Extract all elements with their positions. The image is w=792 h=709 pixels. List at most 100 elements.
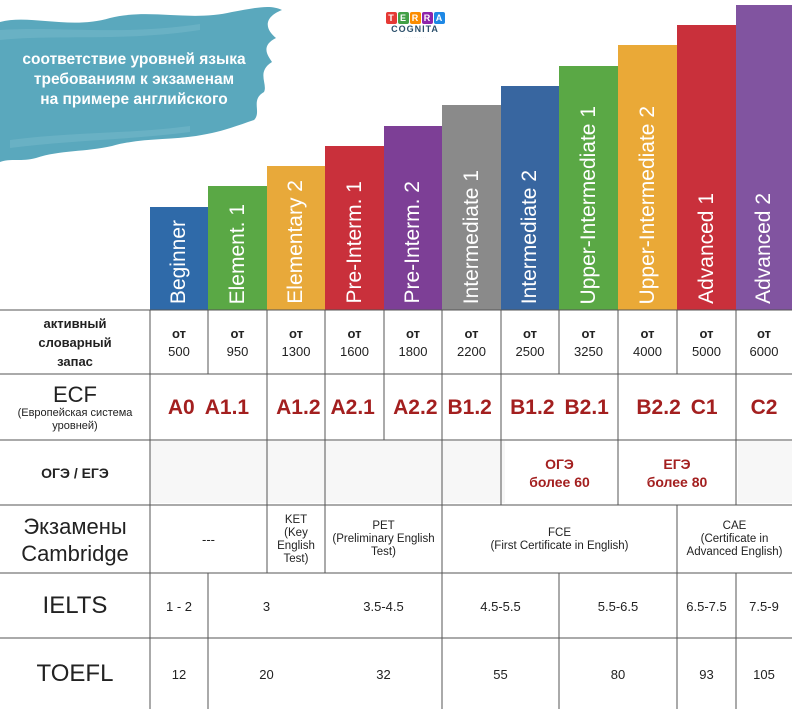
ecf-cell: B1.2 B2.1 bbox=[501, 375, 618, 440]
cae-line: Advanced English) bbox=[686, 546, 783, 558]
oge-label: ОГЭ bbox=[545, 456, 574, 472]
vocab-cell: от 2200 bbox=[442, 311, 501, 374]
vocab-header-line: запас bbox=[57, 354, 93, 369]
pet-line: (Preliminary English bbox=[332, 533, 435, 545]
ecf-title: ECF bbox=[53, 381, 97, 407]
logo-bottom: COGNITA bbox=[391, 24, 439, 34]
level-label-text: Beginner bbox=[167, 219, 190, 304]
vocab-prefix: от bbox=[699, 325, 714, 341]
brush-texture bbox=[0, 24, 200, 148]
ege-faded-bg bbox=[150, 441, 505, 503]
pet-line: Test) bbox=[371, 546, 396, 558]
cambridge-title-line: Экзамены bbox=[23, 513, 127, 539]
vocab-cell: от 1600 bbox=[325, 311, 384, 374]
ecf-code: B2.1 bbox=[564, 395, 609, 419]
vocab-prefix: от bbox=[406, 325, 420, 341]
vocab-value: 4000 bbox=[633, 343, 662, 359]
level-label-text: Advanced 1 bbox=[694, 193, 718, 304]
cambridge-fce: FCE (First Certificate in English) bbox=[442, 506, 677, 573]
logo-letter: T bbox=[385, 12, 397, 24]
vocab-prefix: от bbox=[347, 325, 362, 341]
ecf-cell: A0 A1.1 bbox=[150, 375, 267, 440]
page-title: соответствие уровней языка требованиям к… bbox=[0, 50, 268, 110]
toefl-cell: 105 bbox=[736, 639, 792, 709]
brush-shape bbox=[0, 6, 282, 163]
cambridge-none-text: --- bbox=[202, 532, 215, 547]
level-label: Advanced 2 bbox=[736, 193, 792, 304]
toefl-value: 105 bbox=[753, 666, 775, 682]
ecf-code: A1.2 bbox=[276, 395, 321, 419]
vocab-cell: от 4000 bbox=[618, 311, 677, 374]
ecf-code: A2.2 bbox=[393, 395, 438, 419]
logo-top: T E R R A bbox=[385, 12, 445, 24]
vocab-value: 2200 bbox=[457, 343, 486, 359]
vocab-value: 2500 bbox=[515, 343, 545, 359]
cambridge-title-line: Cambridge bbox=[21, 540, 129, 566]
vocab-cell: от 6000 bbox=[736, 311, 792, 374]
toefl-cell: 20 bbox=[208, 639, 325, 709]
level-bar: Pre-Interm. 1 bbox=[325, 146, 384, 310]
vocab-prefix: от bbox=[523, 325, 537, 341]
oge-ege-title: ОГЭ / ЕГЭ bbox=[41, 465, 109, 481]
toefl-cell: 93 bbox=[677, 639, 736, 709]
fce-line: (First Certificate in English) bbox=[490, 539, 629, 552]
toefl-value: 93 bbox=[699, 666, 714, 682]
vocab-prefix: от bbox=[640, 325, 655, 341]
ielts-cell: 5.5-6.5 bbox=[559, 574, 677, 638]
ecf-cell: A1.2 A2.1 bbox=[267, 375, 384, 440]
ege-faded-bg-right bbox=[738, 441, 792, 503]
ecf-code: C2 bbox=[750, 395, 778, 419]
vocab-value: 3250 bbox=[574, 343, 603, 359]
vocab-cell: от 3250 bbox=[559, 311, 618, 374]
level-label: Intermediate 2 bbox=[501, 170, 559, 304]
ielts-value: 3 bbox=[262, 598, 271, 614]
vocab-prefix: от bbox=[172, 325, 186, 341]
ecf-code: B1.2 bbox=[447, 395, 492, 419]
ielts-value: 7.5-9 bbox=[749, 598, 779, 614]
ecf-subtitle-line: уровней) bbox=[52, 419, 98, 432]
logo-letter: A bbox=[433, 12, 445, 24]
level-label-text: Upper-Intermediate 1 bbox=[576, 105, 600, 304]
oge-sub: более 60 bbox=[529, 474, 590, 490]
level-label: Intermediate 1 bbox=[442, 170, 501, 304]
toefl-cell: 80 bbox=[559, 639, 677, 709]
ielts-cell: 4.5-5.5 bbox=[442, 574, 559, 638]
logo-letter: R bbox=[409, 12, 421, 24]
vocab-prefix: от bbox=[581, 325, 596, 341]
level-label: Pre-Interm. 2 bbox=[384, 181, 442, 304]
cambridge-pet: PET (Preliminary English Test) bbox=[325, 506, 442, 573]
level-label: Pre-Interm. 1 bbox=[325, 181, 384, 304]
vocab-cell: от 1300 bbox=[267, 311, 325, 374]
level-bar: Element. 1 bbox=[208, 186, 267, 310]
cae-line: (Certificate in bbox=[700, 533, 769, 545]
level-bar: Intermediate 1 bbox=[442, 105, 501, 310]
ielts-header: IELTS bbox=[0, 574, 150, 638]
ielts-title: IELTS bbox=[42, 592, 108, 619]
title-line: на примере английского bbox=[40, 91, 228, 108]
title-line: требованиям к экзаменам bbox=[33, 71, 235, 88]
logo: T E R R A COGNITA · · · · · · · · · · · … bbox=[385, 12, 445, 52]
level-label-text: Element. 1 bbox=[225, 203, 249, 304]
toefl-value: 12 bbox=[171, 666, 187, 682]
pet-line: PET bbox=[372, 520, 395, 532]
level-label: Element. 1 bbox=[208, 204, 267, 304]
level-label: Beginner bbox=[150, 220, 208, 304]
ecf-code: A0 bbox=[167, 395, 195, 419]
ege-label: ЕГЭ bbox=[663, 456, 691, 472]
ecf-code: A1.1 bbox=[204, 395, 250, 419]
ielts-cell: 3 bbox=[208, 574, 325, 638]
ielts-value: 3.5-4.5 bbox=[363, 598, 404, 614]
vocab-value: 1300 bbox=[281, 343, 311, 359]
level-label-text: Elementary 2 bbox=[284, 180, 307, 304]
ket-line: (Key bbox=[284, 526, 308, 539]
vocab-header: активный словарный запас bbox=[0, 311, 150, 374]
ielts-cell: 6.5-7.5 bbox=[677, 574, 736, 638]
level-bar: Beginner bbox=[150, 207, 208, 310]
oge-ege-header: ОГЭ / ЕГЭ bbox=[0, 441, 150, 505]
vocab-value: 500 bbox=[168, 343, 190, 359]
ecf-code: B2.2 bbox=[636, 395, 681, 419]
ecf-code: C1 bbox=[690, 395, 718, 419]
toefl-value: 32 bbox=[376, 666, 391, 682]
toefl-title: TOEFL bbox=[36, 660, 114, 687]
ege-sub: более 80 bbox=[646, 474, 708, 490]
